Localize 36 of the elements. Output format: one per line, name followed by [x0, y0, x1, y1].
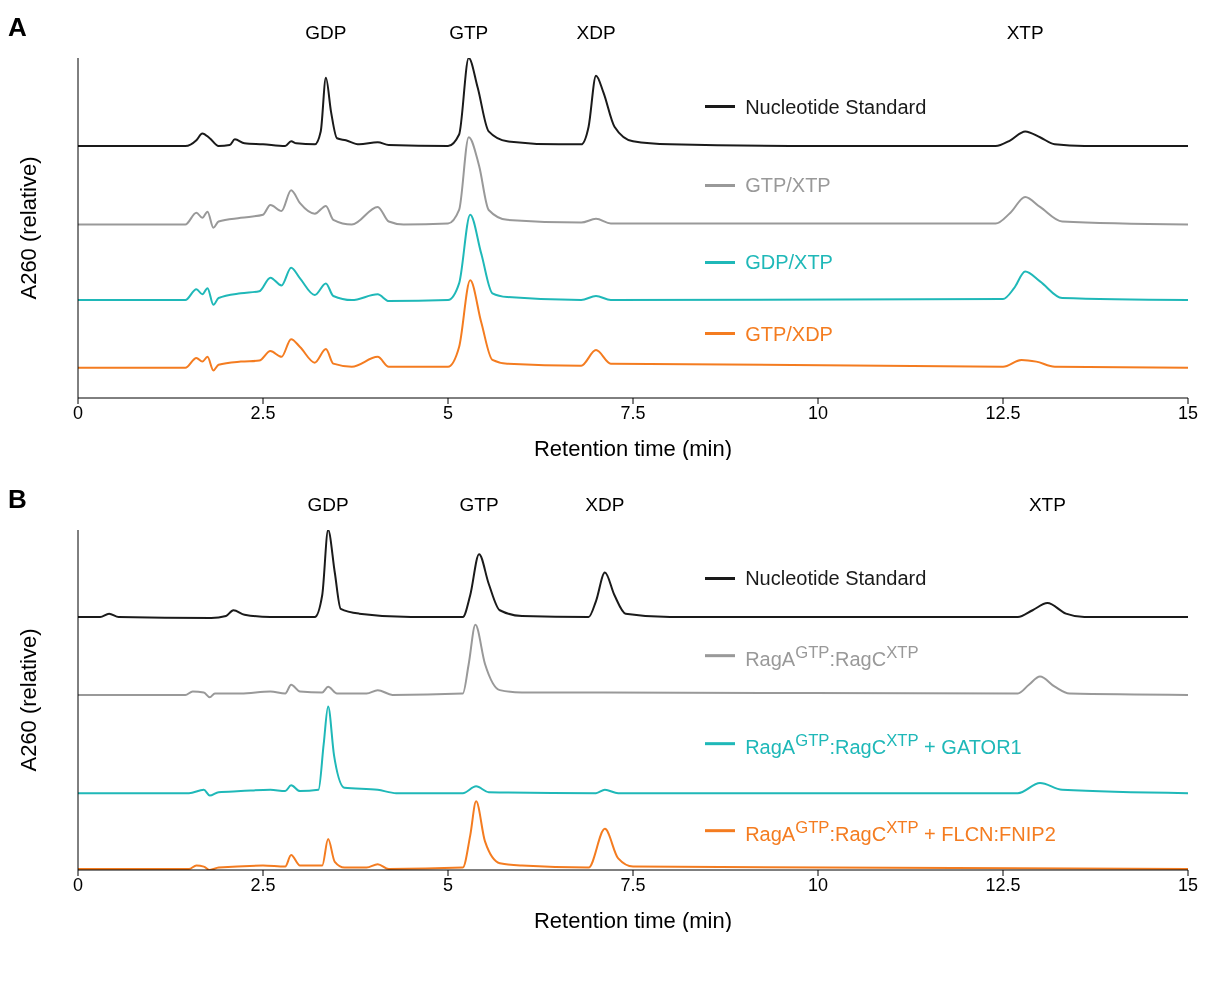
x-tick-label: 0	[72, 874, 84, 895]
legend-label: RagA$^{GTP}$:RagC$^{XTP}$ + GATOR1	[745, 730, 1022, 760]
x-tick-label: 7.5	[620, 402, 646, 423]
legend-label: GTP/XTP	[745, 173, 831, 199]
text: GDP	[305, 22, 347, 44]
text: GTP	[449, 22, 489, 44]
text: XTP	[1006, 22, 1044, 44]
x-tick-label: 15	[1177, 874, 1199, 895]
text: GDP	[307, 494, 349, 516]
chart-title: A	[8, 12, 27, 43]
text: XTP	[1028, 494, 1066, 516]
text: XDP	[585, 494, 625, 516]
x-tick-label: 0	[72, 402, 84, 423]
legend-label: Nucleotide Standard	[745, 566, 927, 592]
y-axis-title: A260 (relative)	[15, 156, 41, 300]
x-tick-label: 5	[442, 874, 454, 895]
x-tick-label: 10	[807, 874, 829, 895]
y-axis-title: A260 (relative)	[15, 628, 41, 772]
x-tick-label: 5	[442, 402, 454, 423]
legend-label: GDP/XTP	[745, 250, 833, 276]
x-tick-label: 15	[1177, 402, 1199, 423]
legend-label: RagA$^{GTP}$:RagC$^{XTP}$ + FLCN:FNIP2	[745, 817, 1056, 847]
x-tick-label: 10	[807, 402, 829, 423]
chart-title: B	[8, 484, 27, 515]
text: GTP	[459, 494, 499, 516]
text: XDP	[576, 22, 616, 44]
x-tick-label: 12.5	[985, 402, 1021, 423]
legend-label: GTP/XDP	[745, 321, 833, 347]
x-tick-label: 2.5	[250, 402, 276, 423]
legend-label: Nucleotide Standard	[745, 94, 927, 120]
x-axis-title: Retention time (min)	[533, 908, 733, 933]
x-tick-label: 12.5	[985, 874, 1021, 895]
x-tick-label: 2.5	[250, 874, 276, 895]
x-axis-title: Retention time (min)	[533, 436, 733, 461]
x-tick-label: 7.5	[620, 874, 646, 895]
legend-label: RagA$^{GTP}$:RagC$^{XTP}$	[745, 642, 919, 672]
